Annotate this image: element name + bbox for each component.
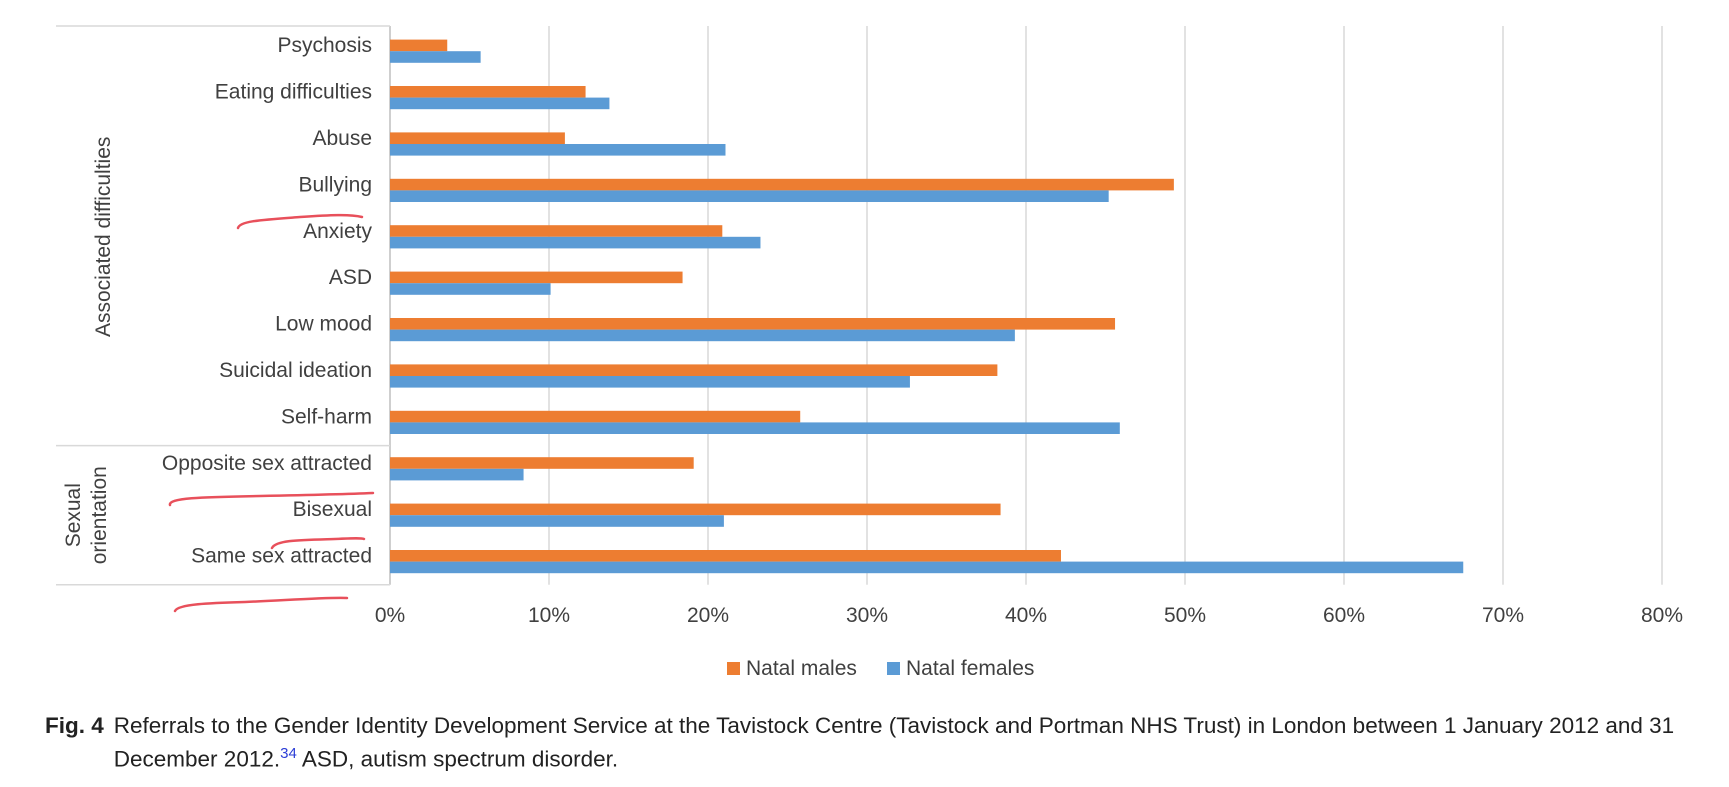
bar-natal-females bbox=[390, 329, 1015, 342]
bar-natal-males bbox=[390, 39, 448, 52]
handwritten-underlines bbox=[168, 213, 375, 613]
bar-chart: Psychosis Eating difficulties Abuse Bullyin… bbox=[56, 25, 1683, 680]
bar-natal-females bbox=[390, 97, 610, 110]
category-labels: Psychosis Eating difficulties Abuse Bullyin… bbox=[162, 34, 373, 567]
bar-natal-females bbox=[390, 468, 524, 481]
bar-natal-males bbox=[390, 364, 998, 376]
x-tick-label: 30% bbox=[846, 604, 888, 627]
category-label: Anxiety bbox=[303, 220, 372, 243]
red-underline bbox=[236, 213, 364, 230]
bar-natal-males bbox=[390, 457, 694, 469]
group-label: Sexual bbox=[62, 483, 85, 547]
category-label: ASD bbox=[329, 266, 372, 289]
bar-natal-males bbox=[390, 271, 683, 284]
legend-swatch bbox=[887, 662, 900, 675]
x-tick-label: 20% bbox=[687, 604, 729, 627]
caption-body: Referrals to the Gender Identity Develop… bbox=[113, 713, 1675, 772]
caption-text: Referrals to the Gender Identity Develop… bbox=[114, 712, 1685, 774]
bar-natal-females bbox=[390, 144, 726, 156]
category-label: Psychosis bbox=[277, 34, 372, 57]
red-underline bbox=[173, 596, 349, 613]
bar-natal-males bbox=[390, 225, 723, 237]
gridlines bbox=[548, 26, 1663, 585]
bar-natal-males bbox=[390, 178, 1174, 191]
x-tick-label: 50% bbox=[1164, 604, 1206, 627]
x-tick-label: 10% bbox=[528, 604, 570, 627]
legend-swatch bbox=[727, 662, 740, 675]
bar-natal-males bbox=[390, 132, 565, 144]
category-label: Abuse bbox=[312, 127, 372, 150]
legend-label: Natal females bbox=[906, 657, 1034, 680]
x-tick-label: 60% bbox=[1323, 604, 1365, 627]
x-tick-label: 0% bbox=[375, 604, 405, 627]
x-tick-labels: 0% 10% 20% 30% 40% 50% 60% 70% 80% bbox=[375, 604, 1683, 627]
caption-tail: ASD, autism spectrum disorder. bbox=[296, 746, 619, 772]
category-label: Bisexual bbox=[293, 498, 372, 521]
bar-natal-males bbox=[390, 410, 801, 423]
bar-natal-females bbox=[390, 190, 1109, 202]
group-label: Associated difficulties bbox=[92, 137, 115, 337]
bar-natal-males bbox=[390, 503, 1001, 516]
category-label: Eating difficulties bbox=[215, 81, 372, 104]
red-underline bbox=[270, 537, 366, 550]
bar-natal-females bbox=[390, 283, 551, 295]
bar-natal-males bbox=[390, 86, 586, 98]
category-label: Same sex attracted bbox=[191, 545, 372, 568]
axis-frame bbox=[56, 25, 391, 586]
x-tick-label: 40% bbox=[1005, 604, 1047, 627]
figure-label: Fig. 4 bbox=[45, 713, 104, 738]
bar-natal-males bbox=[390, 550, 1061, 562]
category-label: Suicidal ideation bbox=[219, 359, 372, 382]
bars bbox=[390, 39, 1464, 574]
group-label: orientation bbox=[88, 466, 111, 564]
category-label: Opposite sex attracted bbox=[162, 452, 372, 475]
legend-label: Natal males bbox=[746, 657, 857, 680]
category-label: Self-harm bbox=[281, 405, 372, 428]
category-label: Low mood bbox=[275, 313, 372, 336]
caption-reference[interactable]: 34 bbox=[280, 745, 297, 762]
bar-natal-females bbox=[390, 236, 761, 249]
category-label: Bullying bbox=[298, 173, 372, 196]
bar-natal-females bbox=[390, 422, 1120, 434]
x-tick-label: 80% bbox=[1641, 604, 1683, 627]
bar-natal-females bbox=[390, 376, 910, 388]
figure-caption: Fig. 4 Referrals to the Gender Identity … bbox=[45, 712, 1685, 774]
bar-natal-females bbox=[390, 561, 1464, 574]
bar-natal-males bbox=[390, 318, 1116, 330]
legend: Natal males Natal females bbox=[727, 657, 1034, 680]
bar-natal-females bbox=[390, 51, 481, 63]
group-labels: Associated difficulties Sexual orientation bbox=[62, 137, 115, 565]
x-tick-label: 70% bbox=[1482, 604, 1524, 627]
red-underline bbox=[168, 491, 375, 507]
bar-natal-females bbox=[390, 515, 724, 527]
